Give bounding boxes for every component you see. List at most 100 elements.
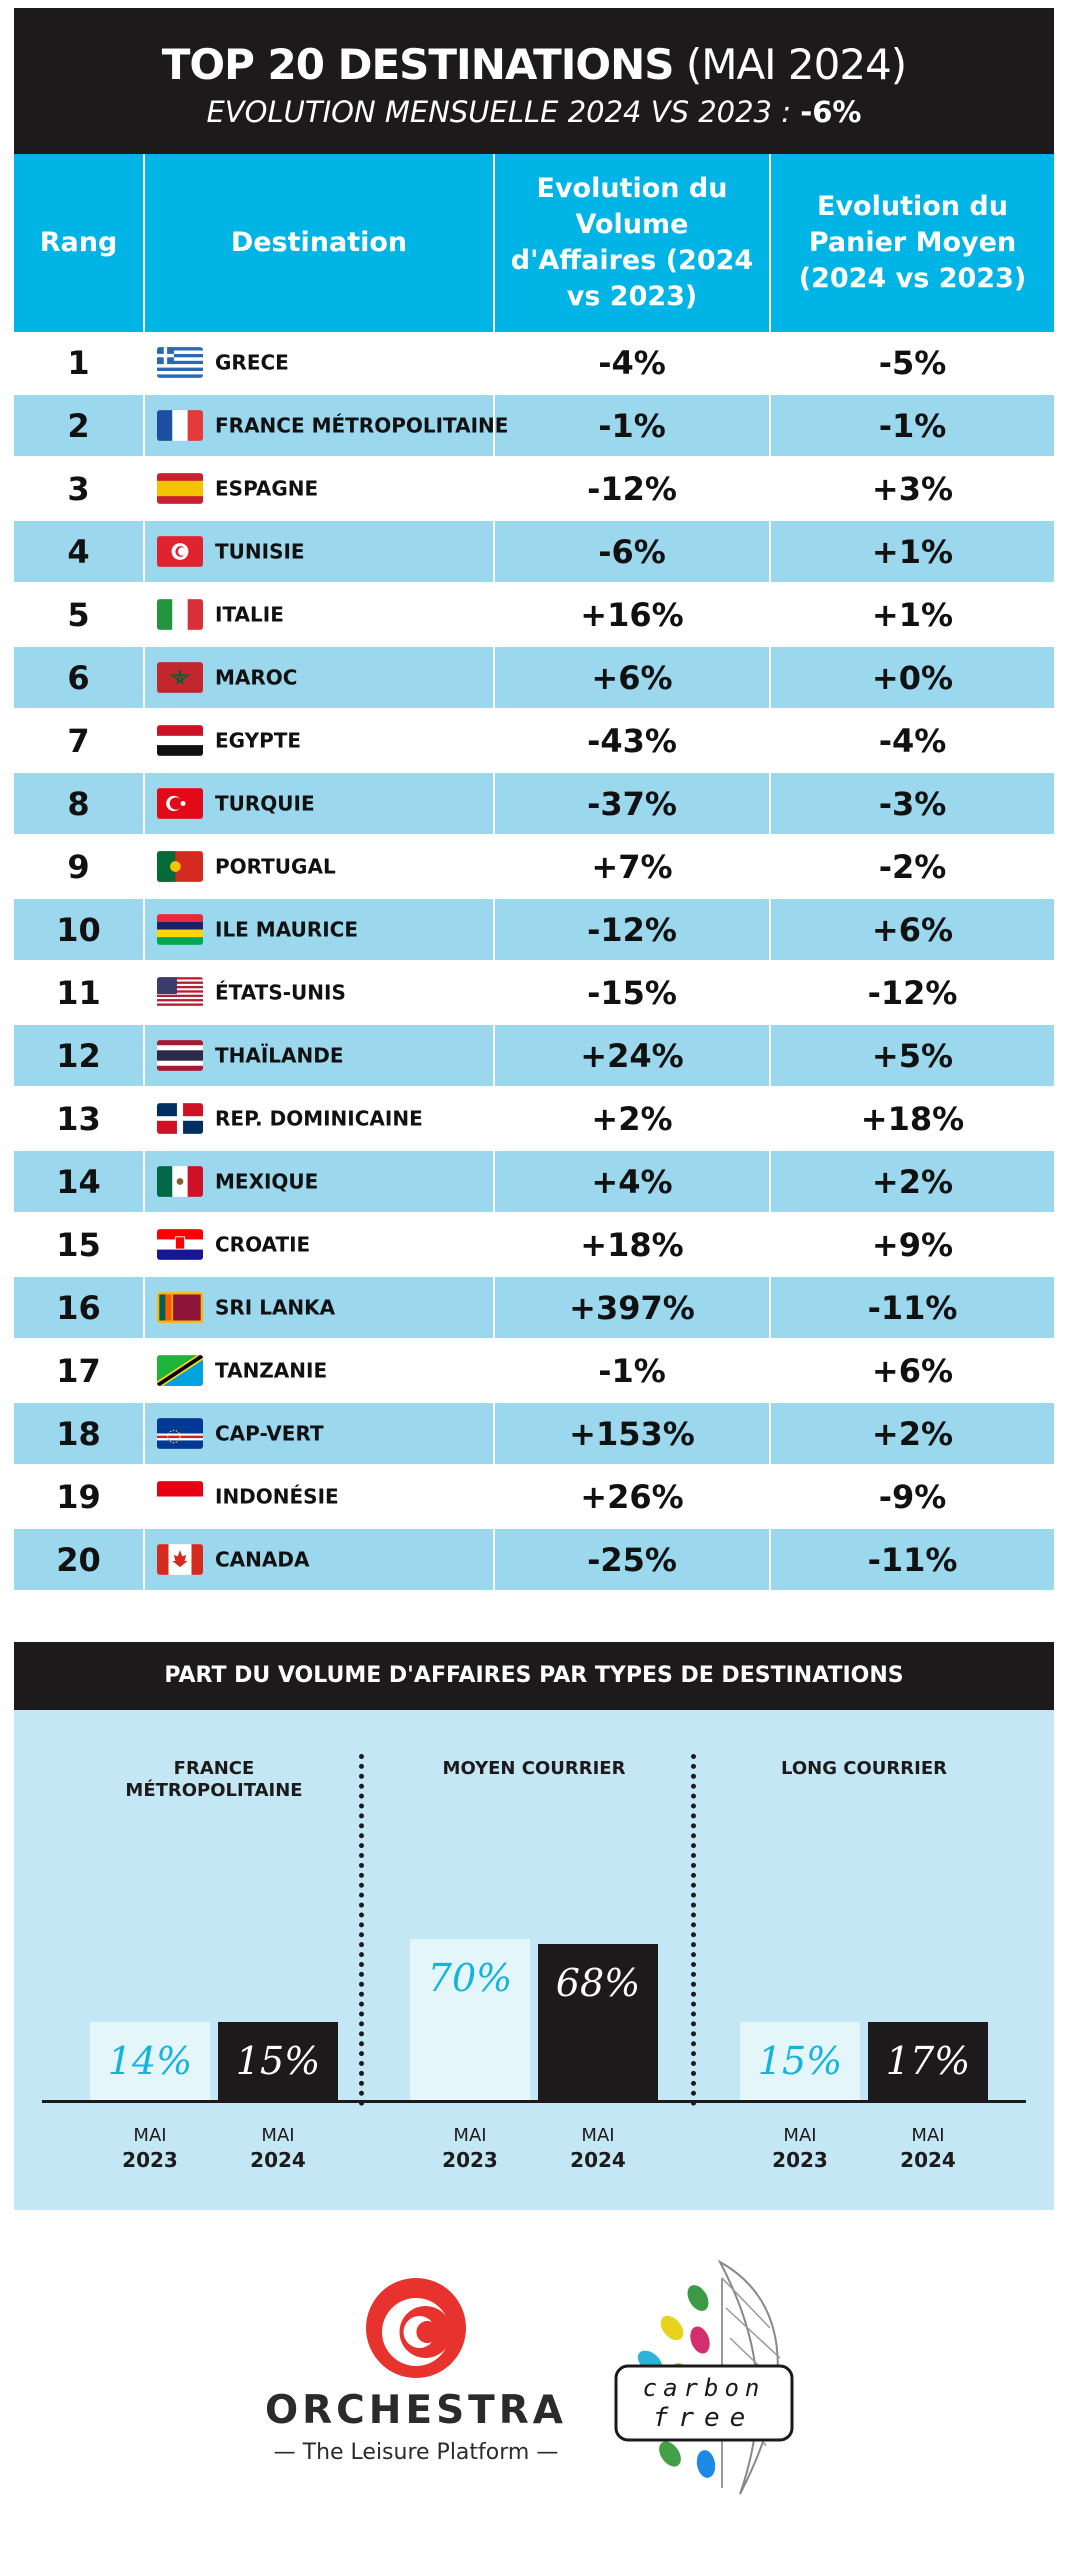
chart-baseline: [42, 2100, 1026, 2103]
table-row: 1 GRECE -4% -5%: [14, 332, 1054, 395]
panier-evolution-cell: -5%: [770, 332, 1054, 395]
destination-name: REP. DOMINICAINE: [215, 1106, 423, 1131]
page-subtitle: EVOLUTION MENSUELLE 2024 VS 2023 : -6%: [14, 92, 1054, 132]
destination-cell: ESPAGNE: [144, 457, 495, 521]
destination-name: FRANCE MÉTROPOLITAINE: [215, 413, 509, 438]
destination-cell: INDONÉSIE: [144, 1465, 495, 1529]
panier-evolution-cell: +2%: [770, 1402, 1054, 1466]
destination-name: TURQUIE: [215, 791, 315, 816]
panier-evolution-cell: +5%: [770, 1024, 1054, 1088]
rank-cell: 4: [14, 520, 145, 584]
volume-evolution-cell: -1%: [494, 1339, 771, 1403]
carbon-text: carbon free: [616, 2374, 792, 2434]
destination-cell: CAP-VERT: [144, 1402, 495, 1466]
destination-name: GRECE: [215, 350, 289, 375]
tanzania-flag-icon: [157, 1355, 203, 1386]
volume-evolution-cell: +153%: [494, 1402, 771, 1466]
dominican-republic-flag-icon: [157, 1103, 203, 1134]
orchestra-logo: ORCHESTRA — The Leisure Platform —: [256, 2276, 576, 2476]
x-label-year: 2023: [122, 2148, 178, 2172]
table-row: 7 EGYPTE -43% -4%: [14, 709, 1054, 773]
table-row: 2 FRANCE MÉTROPOLITAINE -1% -1%: [14, 394, 1054, 458]
table-row: 16 SRI LANKA +397% -11%: [14, 1276, 1054, 1340]
usa-flag-icon: [157, 977, 203, 1008]
carbon-word: carbon: [642, 2374, 766, 2402]
subtitle-value: -6%: [800, 95, 862, 129]
panier-evolution-cell: -3%: [770, 772, 1054, 836]
destination-cell: ITALIE: [144, 583, 495, 647]
rank-cell: 17: [14, 1339, 145, 1403]
x-label-year: 2023: [442, 2148, 498, 2172]
rank-cell: 12: [14, 1024, 145, 1088]
rank-cell: 6: [14, 646, 145, 710]
x-label-year: 2024: [250, 2148, 306, 2172]
panier-evolution-cell: +6%: [770, 1339, 1054, 1403]
volume-evolution-cell: +26%: [494, 1465, 771, 1529]
group-separator: [359, 1754, 364, 2106]
rank-cell: 15: [14, 1213, 145, 1277]
croatia-flag-icon: [157, 1229, 203, 1260]
destination-cell: TANZANIE: [144, 1339, 495, 1403]
destination-cell: ILE MAURICE: [144, 898, 495, 962]
panier-evolution-cell: -11%: [770, 1528, 1054, 1592]
rank-cell: 20: [14, 1528, 145, 1592]
destination-cell: MEXIQUE: [144, 1150, 495, 1214]
destination-name: PORTUGAL: [215, 854, 336, 879]
table-row: 17 TANZANIE -1% +6%: [14, 1339, 1054, 1403]
bar-2024: 15%: [218, 2022, 338, 2100]
orchestra-tagline: — The Leisure Platform —: [273, 2440, 559, 2465]
volume-evolution-cell: +4%: [494, 1150, 771, 1214]
destination-cell: TUNISIE: [144, 520, 495, 584]
panier-evolution-cell: +6%: [770, 898, 1054, 962]
destination-cell: CROATIE: [144, 1213, 495, 1277]
rank-cell: 16: [14, 1276, 145, 1340]
indonesia-flag-icon: [157, 1481, 203, 1512]
panier-evolution-cell: -9%: [770, 1465, 1054, 1529]
bar-2024: 17%: [868, 2022, 988, 2100]
col-header-panier: Evolution du Panier Moyen (2024 vs 2023): [770, 154, 1054, 332]
volume-evolution-cell: +16%: [494, 583, 771, 647]
panier-evolution-cell: +0%: [770, 646, 1054, 710]
volume-evolution-cell: -6%: [494, 520, 771, 584]
destination-cell: THAÏLANDE: [144, 1024, 495, 1088]
group-title: FRANCE MÉTROPOLITAINE: [125, 1758, 303, 1801]
volume-evolution-cell: -25%: [494, 1528, 771, 1592]
destination-cell: TURQUIE: [144, 772, 495, 836]
table-row: 19 INDONÉSIE +26% -9%: [14, 1465, 1054, 1529]
panier-evolution-cell: -1%: [770, 394, 1054, 458]
destination-name: MAROC: [215, 665, 298, 690]
x-axis-label: MAI 2023: [740, 2124, 860, 2172]
volume-evolution-cell: +18%: [494, 1213, 771, 1277]
volume-evolution-cell: +397%: [494, 1276, 771, 1340]
italy-flag-icon: [157, 599, 203, 630]
volume-evolution-cell: -4%: [494, 332, 771, 395]
destination-name: ITALIE: [215, 602, 284, 627]
rank-cell: 19: [14, 1465, 145, 1529]
col-header-volume: Evolution du Volume d'Affaires (2024 vs …: [494, 154, 771, 332]
mauritius-flag-icon: [157, 914, 203, 945]
panier-evolution-cell: +3%: [770, 457, 1054, 521]
x-label-month: MAI: [133, 2125, 167, 2146]
table-row: 18 CAP-VERT +153% +2%: [14, 1402, 1054, 1466]
panier-evolution-cell: -12%: [770, 961, 1054, 1025]
chart-title: PART DU VOLUME D'AFFAIRES PAR TYPES DE D…: [14, 1642, 1054, 1710]
destination-cell: FRANCE MÉTROPOLITAINE: [144, 394, 508, 458]
destination-name: TUNISIE: [215, 539, 305, 564]
group-title: LONG COURRIER: [781, 1758, 947, 1779]
rank-cell: 5: [14, 583, 145, 647]
panier-evolution-cell: -4%: [770, 709, 1054, 773]
destination-name: CROATIE: [215, 1232, 311, 1257]
col-header-destination: Destination: [144, 154, 495, 332]
destination-name: ESPAGNE: [215, 476, 319, 501]
table-row: 4 TUNISIE -6% +1%: [14, 520, 1054, 584]
x-axis-label: MAI 2024: [218, 2124, 338, 2172]
sri-lanka-flag-icon: [157, 1292, 203, 1323]
bar-value-label: 15%: [757, 2039, 843, 2083]
x-axis-label: MAI 2023: [90, 2124, 210, 2172]
panier-evolution-cell: +9%: [770, 1213, 1054, 1277]
rank-cell: 7: [14, 709, 145, 773]
bar-value-label: 68%: [555, 1960, 641, 2005]
mexico-flag-icon: [157, 1166, 203, 1197]
rank-cell: 13: [14, 1087, 145, 1151]
bar-value-label: 14%: [107, 2039, 193, 2083]
